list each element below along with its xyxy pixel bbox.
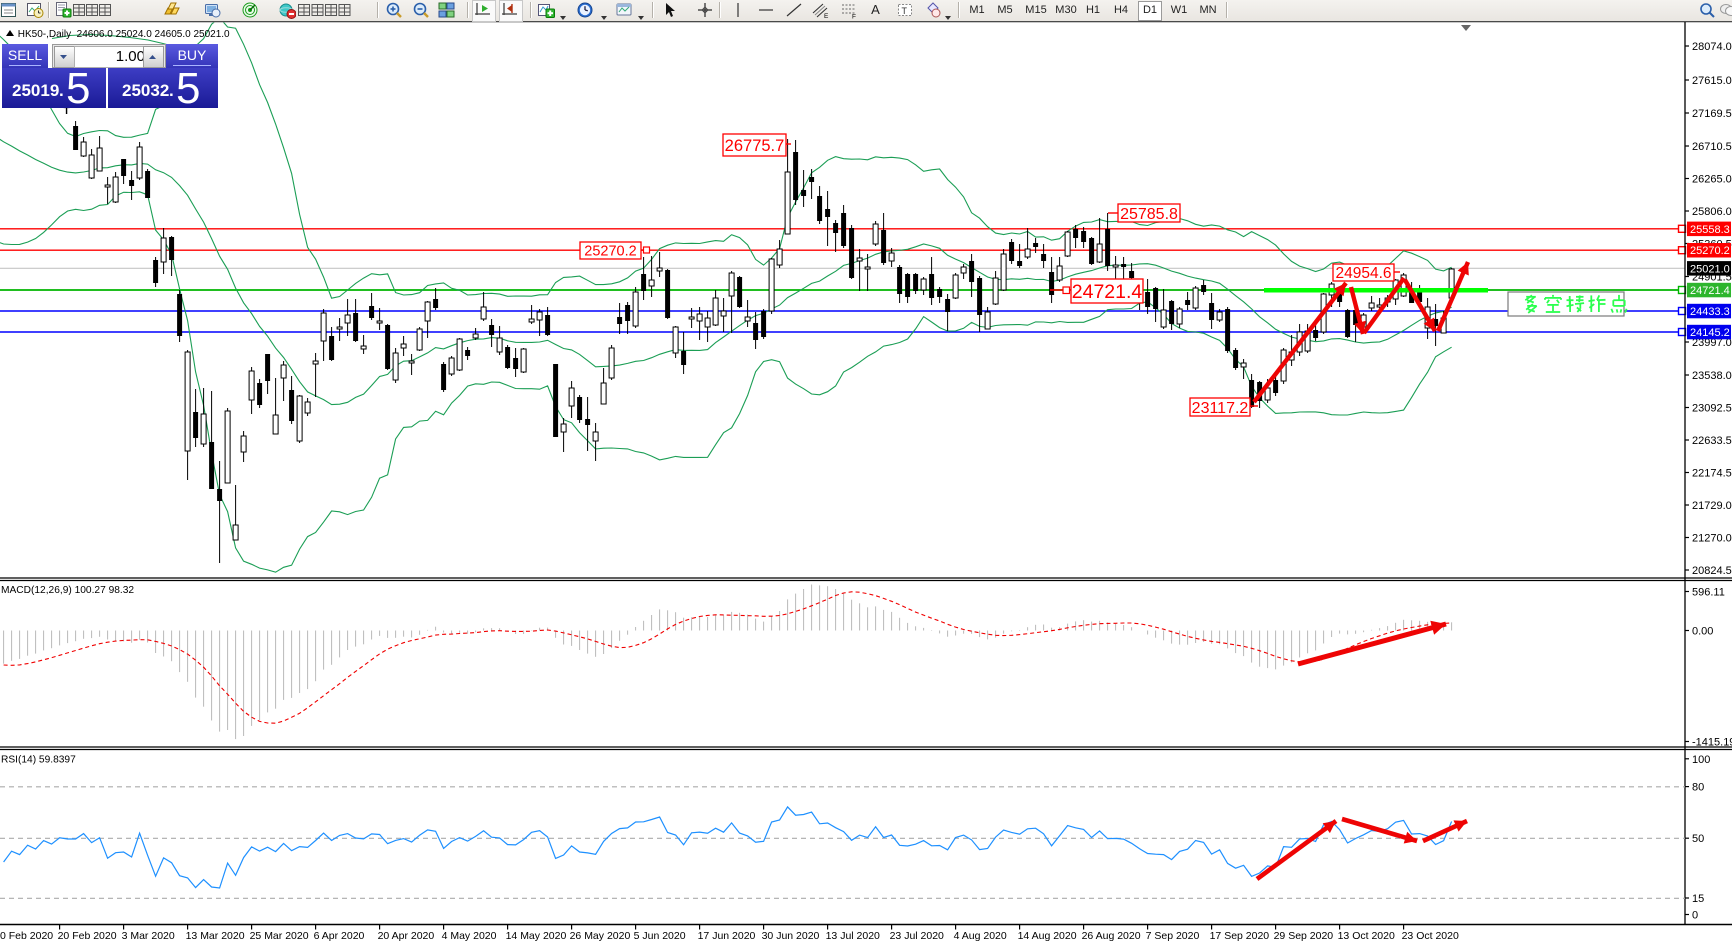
svg-text:E: E: [824, 13, 829, 19]
svg-text:27169.5: 27169.5: [1692, 108, 1732, 120]
svg-text:F: F: [852, 14, 856, 20]
svg-text:26775.7: 26775.7: [725, 137, 785, 155]
svg-text:13 Mar 2020: 13 Mar 2020: [186, 930, 245, 942]
svg-text:24721.4: 24721.4: [1690, 285, 1730, 297]
svg-text:RSI(14) 59.8397: RSI(14) 59.8397: [1, 755, 76, 766]
svg-text:23997.0: 23997.0: [1692, 337, 1732, 349]
svg-text:30 Jun 2020: 30 Jun 2020: [762, 930, 820, 942]
svg-text:22633.5: 22633.5: [1692, 435, 1732, 447]
svg-text:13 Jul 2020: 13 Jul 2020: [826, 930, 880, 942]
svg-text:17 Jun 2020: 17 Jun 2020: [698, 930, 756, 942]
svg-text:29 Sep 2020: 29 Sep 2020: [1274, 930, 1334, 942]
svg-text:14 Aug 2020: 14 Aug 2020: [1018, 930, 1077, 942]
svg-text:20824.5: 20824.5: [1692, 565, 1732, 577]
svg-text:24145.2: 24145.2: [1690, 327, 1730, 339]
svg-text:7 Sep 2020: 7 Sep 2020: [1146, 930, 1200, 942]
svg-text:6 Apr 2020: 6 Apr 2020: [314, 930, 365, 942]
svg-text:25 Mar 2020: 25 Mar 2020: [250, 930, 309, 942]
svg-text:20 Apr 2020: 20 Apr 2020: [378, 930, 435, 942]
svg-text:27615.0: 27615.0: [1692, 75, 1732, 87]
svg-text:17 Sep 2020: 17 Sep 2020: [1210, 930, 1270, 942]
svg-text:80: 80: [1692, 782, 1704, 794]
svg-text:23 Jul 2020: 23 Jul 2020: [890, 930, 944, 942]
svg-text:0: 0: [1692, 910, 1698, 922]
svg-text:23538.0: 23538.0: [1692, 370, 1732, 382]
svg-text:26 Aug 2020: 26 Aug 2020: [1082, 930, 1141, 942]
svg-text:4 Aug 2020: 4 Aug 2020: [954, 930, 1007, 942]
svg-text:0.00: 0.00: [1692, 626, 1713, 638]
svg-text:23117.2: 23117.2: [1192, 400, 1249, 417]
svg-text:MACD(12,26,9) 100.27 98.32: MACD(12,26,9) 100.27 98.32: [1, 585, 134, 596]
svg-text:596.11: 596.11: [1692, 587, 1725, 599]
svg-text:21270.0: 21270.0: [1692, 533, 1732, 545]
svg-text:24954.6: 24954.6: [1335, 265, 1391, 282]
svg-text:T: T: [902, 6, 908, 16]
svg-text:26 May 2020: 26 May 2020: [570, 930, 631, 942]
svg-text:14 May 2020: 14 May 2020: [506, 930, 567, 942]
svg-text:23092.5: 23092.5: [1692, 403, 1732, 415]
svg-text:3 Mar 2020: 3 Mar 2020: [122, 930, 175, 942]
svg-text:0 Feb 2020: 0 Feb 2020: [0, 930, 53, 942]
svg-text:25806.0: 25806.0: [1692, 206, 1732, 218]
svg-text:20 Feb 2020: 20 Feb 2020: [58, 930, 117, 942]
svg-text:-1415.19: -1415.19: [1692, 737, 1732, 749]
svg-text:26710.5: 26710.5: [1692, 141, 1732, 153]
svg-text:24721.4: 24721.4: [1072, 281, 1143, 303]
svg-text:T: T: [64, 106, 70, 117]
svg-text:24433.3: 24433.3: [1690, 306, 1730, 318]
svg-text:50: 50: [1692, 833, 1704, 845]
svg-text:25270.2: 25270.2: [1690, 245, 1730, 257]
svg-text:25270.2: 25270.2: [584, 244, 636, 260]
svg-text:26265.0: 26265.0: [1692, 174, 1732, 186]
svg-text:100: 100: [1692, 754, 1710, 766]
svg-text:23 Oct 2020: 23 Oct 2020: [1402, 930, 1459, 942]
svg-text:25785.8: 25785.8: [1120, 206, 1178, 223]
svg-text:5 Jun 2020: 5 Jun 2020: [634, 930, 686, 942]
svg-text:28074.0: 28074.0: [1692, 41, 1732, 53]
svg-text:4 May 2020: 4 May 2020: [442, 930, 497, 942]
svg-text:22174.5: 22174.5: [1692, 468, 1732, 480]
svg-text:25558.3: 25558.3: [1690, 224, 1730, 236]
svg-text:15: 15: [1692, 893, 1704, 905]
svg-text:25021.0: 25021.0: [1690, 263, 1730, 275]
svg-text:21729.0: 21729.0: [1692, 500, 1732, 512]
svg-text:13 Oct 2020: 13 Oct 2020: [1338, 930, 1395, 942]
